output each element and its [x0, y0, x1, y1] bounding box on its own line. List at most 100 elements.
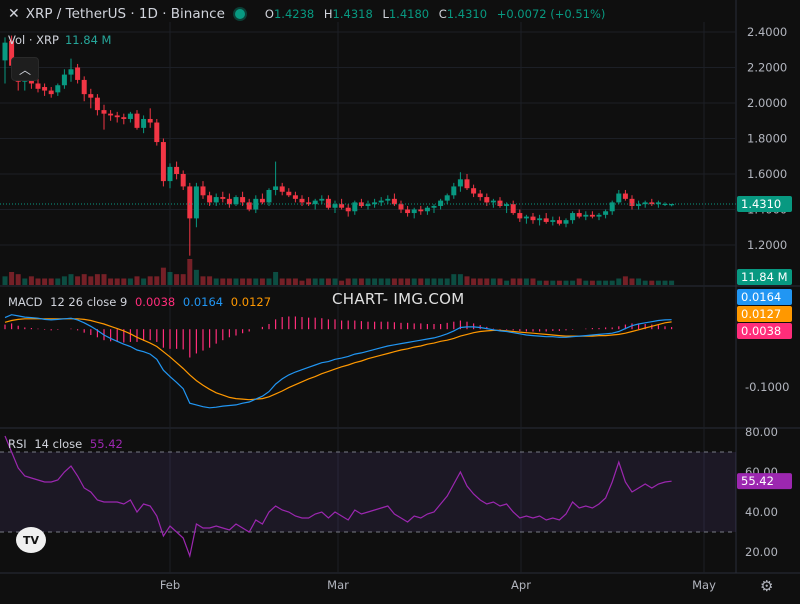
volume-bar — [273, 272, 279, 285]
gear-icon[interactable]: ⚙ — [760, 577, 774, 595]
candle-body — [114, 115, 120, 118]
candle-body — [517, 213, 523, 219]
price-tick-label: 1.6000 — [747, 167, 787, 181]
candle-body — [147, 118, 153, 123]
volume-bar — [81, 274, 87, 285]
high-label: H — [323, 7, 333, 21]
rsi-tick-label: 80.00 — [745, 425, 778, 439]
volume-layer — [2, 259, 675, 285]
volume-bar — [193, 269, 199, 285]
candle-body — [48, 90, 54, 95]
candle-body — [556, 220, 562, 224]
signal-badge: 0.0127 — [741, 307, 781, 321]
watermark: CHART- IMG.COM — [332, 290, 465, 308]
volume-bar — [484, 278, 490, 285]
candle-body — [94, 97, 100, 111]
candle-body — [438, 200, 444, 206]
candle-body — [61, 74, 67, 86]
candle-body — [464, 179, 470, 189]
volume-bar — [576, 278, 582, 285]
candle-body — [431, 205, 437, 208]
volume-bar — [286, 278, 292, 285]
candle-body — [240, 197, 246, 203]
macd-legend[interactable]: MACD 12 26 close 9 0.0038 0.0164 0.0127 — [8, 295, 271, 309]
x-tick-label: Apr — [511, 578, 531, 592]
candle-body — [609, 202, 615, 212]
candle-body — [655, 202, 661, 205]
volume-bar — [398, 278, 404, 285]
candle-body — [444, 195, 450, 201]
volume-bar — [556, 280, 562, 285]
collapse-legend-button[interactable]: ︿ — [11, 57, 39, 81]
volume-bar — [655, 280, 661, 285]
volume-bar — [246, 278, 252, 285]
volume-bar — [207, 276, 213, 285]
close-icon[interactable]: ✕ — [8, 6, 20, 22]
volume-bar — [88, 276, 94, 285]
volume-bar — [28, 276, 34, 285]
macd-line — [4, 314, 672, 409]
volume-bar — [325, 278, 331, 285]
price-tick-label: 1.8000 — [747, 132, 787, 146]
volume-bar — [134, 276, 140, 285]
candle-body — [563, 220, 569, 224]
volume-bar — [312, 278, 318, 285]
volume-legend[interactable]: Vol · XRP 11.84 M — [8, 33, 111, 47]
candle-body — [292, 195, 298, 199]
candle-body — [457, 179, 463, 187]
candle-body — [339, 204, 345, 208]
volume-bar — [385, 278, 391, 285]
candle-body — [9, 40, 15, 66]
rsi-legend[interactable]: RSI 14 close 55.42 — [8, 437, 123, 451]
candle-layer — [0, 35, 736, 256]
volume-bar — [563, 280, 569, 285]
rsi-tick-label: 40.00 — [745, 505, 778, 519]
candle-body — [259, 198, 265, 203]
volume-bar — [174, 274, 180, 285]
candle-body — [246, 202, 252, 210]
symbol-title[interactable]: XRP / TetherUS · 1D · Binance — [25, 6, 225, 22]
candle-body — [642, 202, 648, 205]
high-value: 1.4318 — [332, 7, 373, 21]
volume-badge-bg — [737, 269, 792, 285]
volume-bar — [332, 278, 338, 285]
macd-hist-value: 0.0038 — [134, 295, 176, 309]
rsi-tick-label: 20.00 — [745, 545, 778, 559]
volume-bar — [365, 278, 371, 285]
volume-bar — [510, 278, 516, 285]
tradingview-logo-icon[interactable]: TV — [16, 527, 46, 553]
volume-bar — [141, 278, 147, 285]
candle-body — [636, 204, 642, 206]
volume-bar — [570, 280, 576, 285]
volume-bar — [543, 280, 549, 285]
candle-body — [570, 213, 576, 221]
candle-body — [451, 186, 457, 196]
volume-bar — [438, 278, 444, 285]
volume-bar — [240, 278, 246, 285]
volume-bar — [405, 278, 411, 285]
volume-bar — [75, 276, 81, 285]
macd-signal-line — [4, 318, 672, 401]
macd-badge-bg — [737, 289, 792, 305]
volume-bar — [319, 278, 325, 285]
price-badge: 1.4310 — [741, 197, 781, 211]
volume-label: Vol · XRP — [8, 33, 59, 47]
macd-layer — [4, 314, 673, 409]
open-value: 1.4238 — [273, 7, 315, 21]
low-value: 1.4180 — [388, 7, 430, 21]
volume-bar — [121, 278, 127, 285]
candle-body — [121, 117, 127, 119]
candle-body — [372, 202, 378, 205]
volume-bar — [596, 280, 602, 285]
rsi-badge-bg — [737, 473, 792, 490]
volume-bar — [490, 278, 496, 285]
candle-body — [325, 198, 331, 208]
candle-body — [596, 214, 602, 217]
candle-body — [2, 42, 8, 61]
candle-body — [616, 193, 622, 203]
candle-body — [629, 198, 635, 206]
candle-body — [42, 87, 48, 91]
rsi-badge: 55.42 — [741, 474, 774, 488]
candle-body — [68, 69, 74, 75]
